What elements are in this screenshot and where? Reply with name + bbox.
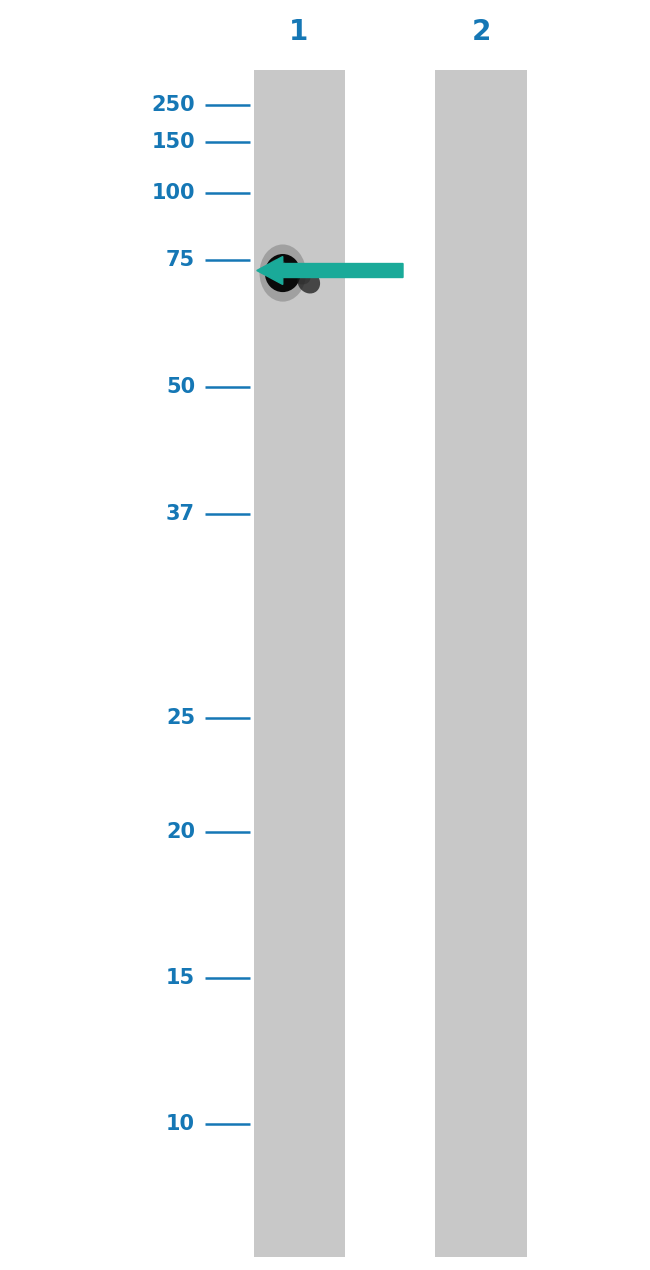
Text: 100: 100 (151, 183, 195, 203)
Text: 250: 250 (151, 95, 195, 116)
Text: 25: 25 (166, 707, 195, 728)
Ellipse shape (298, 271, 320, 293)
Text: 15: 15 (166, 968, 195, 988)
Text: 1: 1 (289, 18, 309, 46)
Ellipse shape (268, 259, 287, 274)
Bar (254, 70, 344, 1257)
Text: 10: 10 (166, 1114, 195, 1134)
Text: 2: 2 (471, 18, 491, 46)
Ellipse shape (265, 254, 300, 292)
Text: 50: 50 (166, 377, 195, 398)
Text: 20: 20 (166, 822, 195, 842)
Text: 75: 75 (166, 250, 195, 271)
Ellipse shape (259, 244, 306, 302)
Text: 37: 37 (166, 504, 195, 525)
Text: 150: 150 (151, 132, 195, 152)
Polygon shape (257, 257, 403, 284)
Bar (436, 70, 526, 1257)
Ellipse shape (294, 272, 311, 284)
